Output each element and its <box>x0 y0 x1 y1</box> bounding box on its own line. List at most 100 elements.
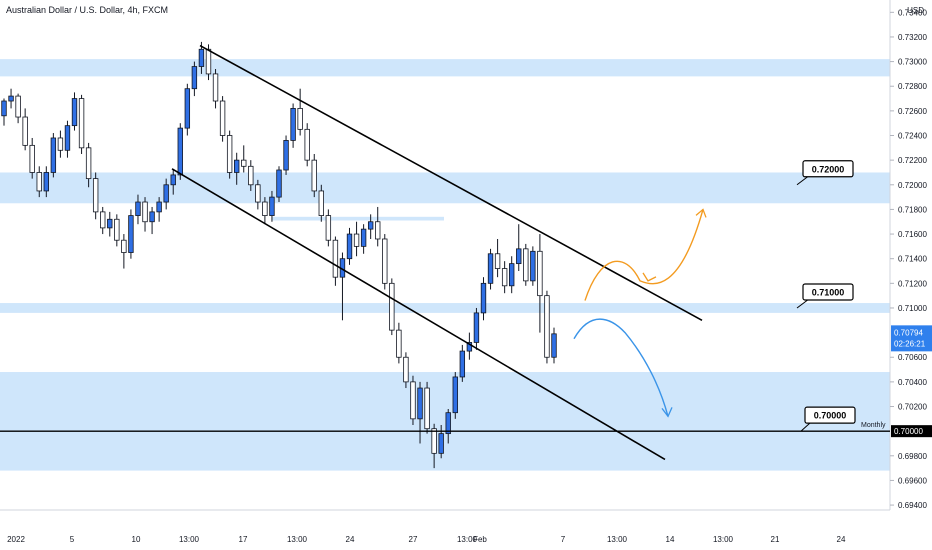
projection-paths <box>573 208 707 418</box>
candle-body <box>78 98 85 149</box>
candle-body <box>219 100 226 136</box>
channel-upper-line[interactable] <box>199 44 703 321</box>
y-tick-label: 0.69800 <box>898 452 927 461</box>
x-tick-label: 13:00 <box>179 535 200 544</box>
candle-body <box>234 159 240 173</box>
channel-lower-line[interactable] <box>171 168 666 461</box>
candle-body <box>367 221 374 230</box>
blue-projection-path[interactable] <box>573 318 669 417</box>
candle-body <box>523 248 529 282</box>
zone-rect <box>0 59 890 77</box>
x-tick-label: 7 <box>561 535 566 544</box>
level-callouts: 0.72000 0.71000 0.70000 <box>796 160 856 432</box>
candle-body <box>248 165 254 186</box>
price-tags: 0.70794 02:26:21 0.70000 <box>891 325 932 438</box>
candle-body <box>149 211 155 223</box>
y-tick-label: 0.72400 <box>898 132 927 141</box>
candle-body <box>480 282 487 314</box>
candle-body <box>255 184 261 203</box>
candle-body <box>15 95 21 118</box>
x-tick-label: 13:00 <box>607 535 628 544</box>
candle-body <box>177 127 183 176</box>
monthly-label: Monthly <box>861 422 886 429</box>
last-price-badge <box>891 325 932 352</box>
candle-body <box>43 172 49 192</box>
candle-body <box>304 128 310 161</box>
x-tick-label: Feb <box>473 535 487 544</box>
candle-body <box>128 215 134 253</box>
candle-body <box>389 282 395 331</box>
chart-title: Australian Dollar / U.S. Dollar, 4h, FXC… <box>6 5 169 15</box>
candle-body <box>226 135 233 173</box>
currency-label: USD <box>907 6 924 15</box>
y-tick-label: 0.69600 <box>898 476 927 485</box>
candle-body <box>360 228 367 247</box>
candle-body <box>36 172 42 192</box>
candle-body <box>92 178 99 213</box>
candle-body <box>544 295 550 358</box>
candle-body <box>29 144 35 173</box>
candle-body <box>212 73 219 102</box>
x-tick-label: 24 <box>346 535 355 544</box>
monthly-price-badge <box>891 425 932 438</box>
candle-body <box>325 215 332 241</box>
y-tick-label: 0.70400 <box>898 378 927 387</box>
candle-body <box>64 125 71 151</box>
x-tick-label: 13:00 <box>287 535 308 544</box>
candle-body <box>114 218 120 241</box>
zone-rect <box>272 216 444 221</box>
zone-rect <box>0 172 890 204</box>
x-tick-label: 21 <box>771 535 780 544</box>
candle-body <box>530 250 536 282</box>
candle-body <box>424 387 430 430</box>
candle-body <box>283 140 289 171</box>
y-tick-label: 0.73200 <box>898 33 927 42</box>
candle-body <box>417 387 423 420</box>
candle-body <box>22 116 28 146</box>
candle-body <box>8 95 14 102</box>
candle-body <box>501 268 508 287</box>
candle-body <box>297 108 303 130</box>
candle-body <box>353 233 360 247</box>
y-tick-label: 0.71600 <box>898 230 927 239</box>
callout-box[interactable] <box>804 406 856 424</box>
candle-body <box>487 253 494 284</box>
candle-body <box>459 350 466 378</box>
candle-body <box>431 428 437 454</box>
y-tick-label: 0.72800 <box>898 82 927 91</box>
candle-body <box>494 253 501 269</box>
monthly-price-label: 0.70000 <box>894 427 923 436</box>
candle-body <box>184 88 191 129</box>
orange-arrowhead <box>642 272 657 282</box>
orange-projection-path[interactable] <box>584 209 704 301</box>
candle-body <box>170 174 176 186</box>
zone-rect <box>0 303 890 313</box>
callout-label: 0.72000 <box>812 164 845 174</box>
callout-box[interactable] <box>802 160 854 178</box>
candle-body <box>191 66 198 90</box>
zone-rect <box>0 372 890 471</box>
candle-body <box>516 248 522 265</box>
candle-body <box>85 147 92 180</box>
candle-body <box>318 190 324 216</box>
candle-body <box>396 329 402 358</box>
candle-body <box>198 48 205 67</box>
candle-body <box>445 412 451 435</box>
candle-body <box>205 48 212 75</box>
x-tick-label: 24 <box>837 535 846 544</box>
candle-body <box>107 218 113 229</box>
candle-body <box>509 263 515 287</box>
y-tick-label: 0.71800 <box>898 205 927 214</box>
y-tick-label: 0.69400 <box>898 501 927 510</box>
candle-body <box>473 312 480 343</box>
candle-body <box>71 98 78 127</box>
candle-body <box>410 381 416 420</box>
candle-body <box>276 169 282 198</box>
candle-body <box>290 108 296 141</box>
candle-body <box>156 201 162 213</box>
callout-box[interactable] <box>802 283 854 301</box>
x-tick-label: 10 <box>132 535 141 544</box>
x-tick-label: 14 <box>666 535 675 544</box>
